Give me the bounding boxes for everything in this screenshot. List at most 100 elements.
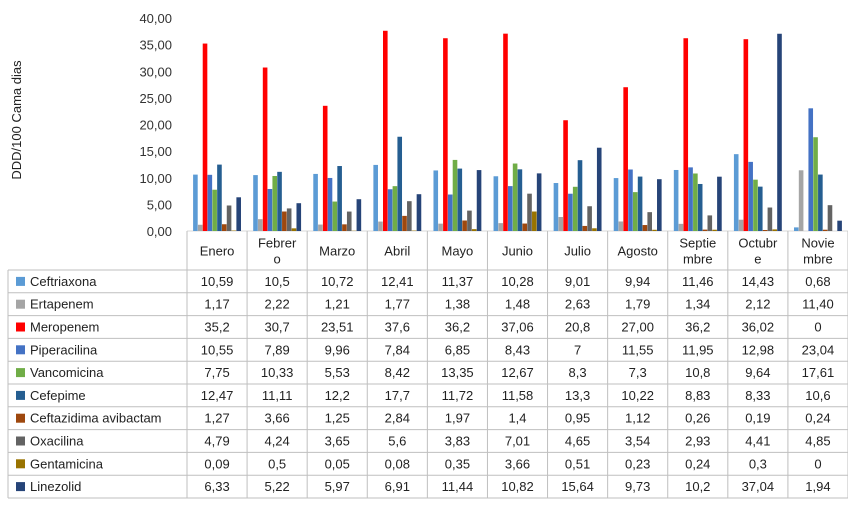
data-label: 13,3 bbox=[565, 388, 590, 403]
data-label: 3,66 bbox=[264, 411, 289, 426]
bar bbox=[563, 120, 568, 231]
bar bbox=[628, 170, 633, 232]
data-label: 8,3 bbox=[569, 365, 587, 380]
bar bbox=[292, 228, 297, 231]
data-label: 8,42 bbox=[385, 365, 410, 380]
bar bbox=[383, 31, 388, 231]
data-label: 0,24 bbox=[805, 411, 830, 426]
bar bbox=[347, 212, 352, 231]
x-tick-label: Novie bbox=[801, 236, 834, 251]
data-label: 2,12 bbox=[745, 297, 770, 312]
bar bbox=[818, 175, 823, 231]
bar bbox=[647, 212, 652, 231]
bar bbox=[282, 212, 287, 231]
data-label: 15,64 bbox=[561, 479, 594, 494]
data-label: 1,77 bbox=[385, 297, 410, 312]
bar bbox=[712, 230, 717, 231]
data-label: 36,2 bbox=[685, 320, 710, 335]
data-label: 4,65 bbox=[565, 434, 590, 449]
legend-swatch bbox=[16, 368, 25, 377]
data-label: 11,11 bbox=[262, 388, 293, 403]
bar bbox=[777, 34, 782, 231]
data-label: 3,65 bbox=[325, 434, 350, 449]
data-label: 9,94 bbox=[625, 274, 650, 289]
bar bbox=[708, 215, 713, 231]
data-label: 0,23 bbox=[625, 456, 650, 471]
y-tick-label: 0,00 bbox=[147, 224, 172, 239]
bar bbox=[462, 221, 467, 231]
data-label: 11,46 bbox=[682, 274, 714, 289]
data-label: 10,59 bbox=[201, 274, 234, 289]
data-label: 1,25 bbox=[325, 411, 350, 426]
data-label: 6,91 bbox=[385, 479, 410, 494]
bar bbox=[313, 174, 318, 231]
bar bbox=[573, 187, 578, 231]
bar bbox=[453, 160, 458, 231]
bar bbox=[193, 175, 198, 231]
data-label: 0,05 bbox=[325, 456, 350, 471]
data-label: 0,68 bbox=[805, 274, 830, 289]
bar bbox=[652, 230, 657, 231]
y-tick-label: 15,00 bbox=[139, 144, 172, 159]
data-label: 0,09 bbox=[204, 456, 229, 471]
bar bbox=[277, 172, 282, 231]
data-label: 4,85 bbox=[805, 434, 830, 449]
bar bbox=[638, 177, 643, 231]
x-tick-label: Febrer bbox=[258, 236, 297, 251]
bar bbox=[748, 162, 753, 231]
data-label: 1,4 bbox=[508, 411, 526, 426]
data-label: 9,73 bbox=[625, 479, 650, 494]
bar bbox=[813, 137, 818, 231]
data-label: 12,98 bbox=[742, 342, 775, 357]
y-tick-label: 25,00 bbox=[139, 91, 172, 106]
bar bbox=[318, 225, 323, 231]
bar bbox=[537, 173, 542, 231]
y-axis-label: DDD/100 Cama dias bbox=[9, 60, 24, 180]
data-label: 12,67 bbox=[501, 365, 534, 380]
data-label: 37,04 bbox=[742, 479, 775, 494]
data-label: 23,51 bbox=[321, 320, 354, 335]
bar bbox=[768, 208, 773, 231]
x-tick-label: Agosto bbox=[617, 244, 657, 259]
legend-swatch bbox=[16, 300, 25, 309]
data-label: 7,84 bbox=[385, 342, 410, 357]
x-tick-label: Marzo bbox=[319, 244, 355, 259]
data-label: 10,72 bbox=[321, 274, 354, 289]
data-label: 12,41 bbox=[381, 274, 414, 289]
bar bbox=[337, 166, 342, 231]
bar bbox=[393, 186, 398, 231]
x-tick-label: e bbox=[754, 252, 761, 267]
data-label: 5,53 bbox=[325, 365, 350, 380]
data-label: 5,97 bbox=[325, 479, 350, 494]
bar bbox=[527, 194, 532, 231]
data-label: 7,75 bbox=[204, 365, 229, 380]
data-label: 7,3 bbox=[629, 365, 647, 380]
bar bbox=[443, 38, 448, 231]
data-label: 8,43 bbox=[505, 342, 530, 357]
series-name: Piperacilina bbox=[30, 342, 98, 357]
data-label: 5,6 bbox=[388, 434, 406, 449]
y-tick-label: 35,00 bbox=[139, 38, 172, 53]
y-tick-label: 30,00 bbox=[139, 64, 172, 79]
legend-swatch bbox=[16, 323, 25, 332]
data-label: 11,95 bbox=[682, 342, 714, 357]
bar bbox=[287, 208, 292, 231]
data-label: 0,51 bbox=[565, 456, 590, 471]
data-label: 9,64 bbox=[745, 365, 770, 380]
series-name: Ertapenem bbox=[30, 297, 94, 312]
data-label: 27,00 bbox=[621, 320, 654, 335]
x-tick-label: Octubr bbox=[738, 236, 778, 251]
bar bbox=[494, 176, 499, 231]
bar bbox=[522, 224, 527, 231]
legend-swatch bbox=[16, 482, 25, 491]
bar bbox=[518, 169, 523, 231]
data-label: 6,85 bbox=[445, 342, 470, 357]
data-label: 1,12 bbox=[625, 411, 650, 426]
bar bbox=[734, 154, 739, 231]
bar bbox=[438, 224, 443, 231]
data-label: 10,28 bbox=[501, 274, 534, 289]
bar bbox=[467, 211, 472, 231]
legend-swatch bbox=[16, 391, 25, 400]
series-name: Cefepime bbox=[30, 388, 86, 403]
